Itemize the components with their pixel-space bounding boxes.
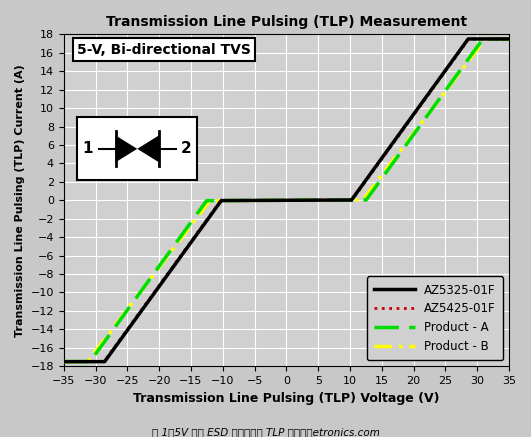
Product - A [112, 325, 118, 330]
AZ5425-01F [466, 36, 472, 42]
AZ5325-01F [497, 36, 503, 42]
Product - A [61, 359, 67, 364]
Product - A [232, 198, 238, 203]
Product - B [449, 80, 456, 85]
AZ5425-01F [112, 344, 118, 350]
AZ5325-01F [232, 198, 238, 203]
Title: Transmission Line Pulsing (TLP) Measurement: Transmission Line Pulsing (TLP) Measurem… [106, 15, 467, 29]
Product - B [497, 36, 503, 42]
AZ5425-01F [61, 359, 67, 364]
Legend: AZ5325-01F, AZ5425-01F, Product - A, Product - B: AZ5325-01F, AZ5425-01F, Product - A, Pro… [366, 277, 503, 361]
AZ5325-01F [251, 198, 257, 203]
AZ5325-01F [465, 36, 472, 42]
AZ5325-01F [138, 309, 144, 314]
AZ5425-01F [251, 198, 257, 203]
AZ5325-01F [61, 359, 67, 364]
AZ5425-01F [232, 198, 238, 203]
Y-axis label: Transmission Line Pulsing (TLP) Current (A): Transmission Line Pulsing (TLP) Current … [15, 64, 25, 336]
Product - A [506, 36, 512, 42]
AZ5325-01F [506, 36, 512, 42]
AZ5325-01F [112, 345, 118, 350]
Product - B [61, 359, 67, 364]
Product - B [506, 36, 512, 42]
Line: AZ5325-01F: AZ5325-01F [64, 39, 509, 362]
Product - A [138, 289, 144, 294]
AZ5425-01F [138, 308, 144, 313]
Product - B [112, 323, 118, 329]
AZ5425-01F [449, 59, 456, 64]
Product - B [251, 198, 257, 203]
Product - B [138, 289, 144, 294]
X-axis label: Transmission Line Pulsing (TLP) Voltage (V): Transmission Line Pulsing (TLP) Voltage … [133, 392, 440, 405]
Product - A [479, 36, 486, 42]
Product - A [251, 198, 257, 203]
Product - B [232, 198, 238, 203]
Product - A [449, 78, 456, 83]
AZ5325-01F [449, 58, 456, 63]
Product - A [497, 36, 503, 42]
Product - B [482, 36, 489, 42]
Line: Product - A: Product - A [64, 39, 509, 362]
AZ5425-01F [506, 36, 512, 42]
Line: AZ5425-01F: AZ5425-01F [64, 39, 509, 362]
Line: Product - B: Product - B [64, 39, 509, 362]
AZ5425-01F [497, 36, 503, 42]
Text: 5-V, Bi-directional TVS: 5-V, Bi-directional TVS [77, 43, 251, 57]
Text: 图 1：5V 双向 ESD 保护组件的 TLP 测试曲线etronics.com: 图 1：5V 双向 ESD 保护组件的 TLP 测试曲线etronics.com [151, 427, 380, 437]
